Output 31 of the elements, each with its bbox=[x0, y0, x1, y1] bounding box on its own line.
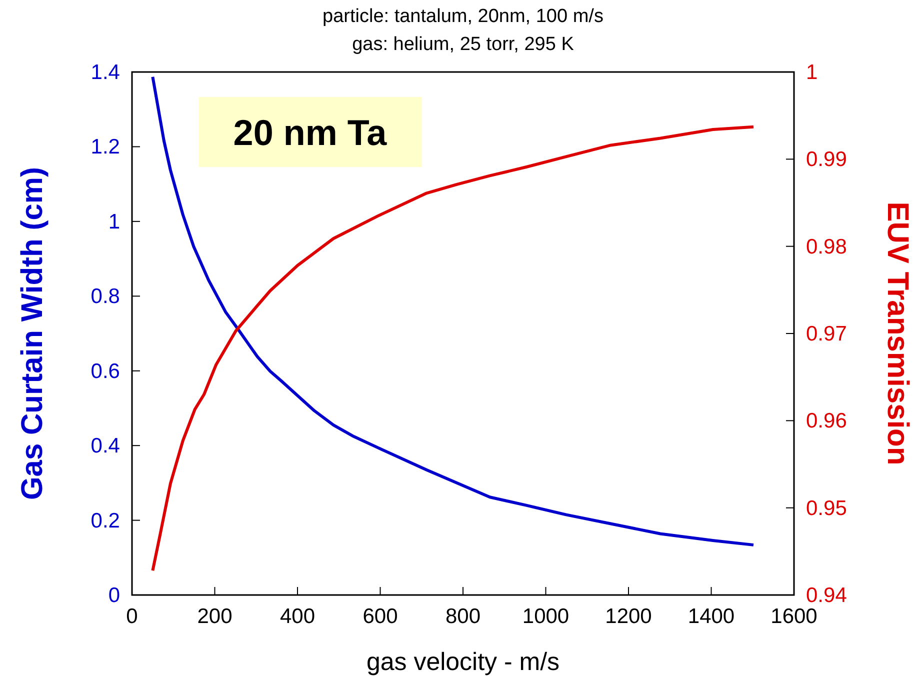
x-tick-label: 1600 bbox=[770, 605, 818, 628]
y-axis-title: Gas Curtain Width (cm) bbox=[16, 166, 49, 500]
y-tick-label: 1.2 bbox=[90, 136, 120, 159]
y-tick-label: 1 bbox=[108, 210, 120, 234]
y2-tick-label: 0.98 bbox=[806, 235, 847, 258]
x-tick-label: 600 bbox=[362, 605, 398, 628]
y2-tick-label: 1 bbox=[806, 61, 818, 84]
y2-tick-label: 0.97 bbox=[806, 322, 847, 346]
y-tick-label: 0.2 bbox=[90, 509, 120, 532]
y2-tick-label: 0.96 bbox=[806, 410, 847, 433]
y-tick-label: 0 bbox=[108, 584, 120, 607]
chart-title: particle: tantalum, 20nm, 100 m/s bbox=[322, 6, 604, 27]
y2-tick-label: 0.94 bbox=[806, 584, 848, 607]
x-tick-label: 1400 bbox=[688, 605, 735, 628]
x-tick-label: 0 bbox=[126, 605, 138, 628]
y2-tick-label: 0.99 bbox=[806, 148, 847, 172]
y-tick-label: 0.4 bbox=[90, 434, 120, 458]
annotation: 20 nm Ta bbox=[233, 112, 388, 153]
x-tick-label: 800 bbox=[445, 605, 481, 628]
x-axis-title: gas velocity - m/s bbox=[366, 648, 560, 676]
y-tick-label: 0.8 bbox=[90, 285, 120, 308]
x-tick-label: 1000 bbox=[522, 605, 570, 628]
line-series bbox=[151, 75, 755, 546]
x-tick-label: 400 bbox=[280, 605, 316, 628]
y-tick-label: 1.4 bbox=[90, 61, 120, 84]
y-tick-label: 0.6 bbox=[90, 360, 120, 383]
chart-subtitle: gas: helium, 25 torr, 295 K bbox=[352, 34, 574, 55]
y2-axis-title: EUV Transmission bbox=[881, 202, 914, 466]
y2-tick-label: 0.95 bbox=[806, 496, 847, 520]
x-tick-label: 1200 bbox=[605, 605, 652, 628]
x-tick-label: 200 bbox=[197, 605, 232, 628]
